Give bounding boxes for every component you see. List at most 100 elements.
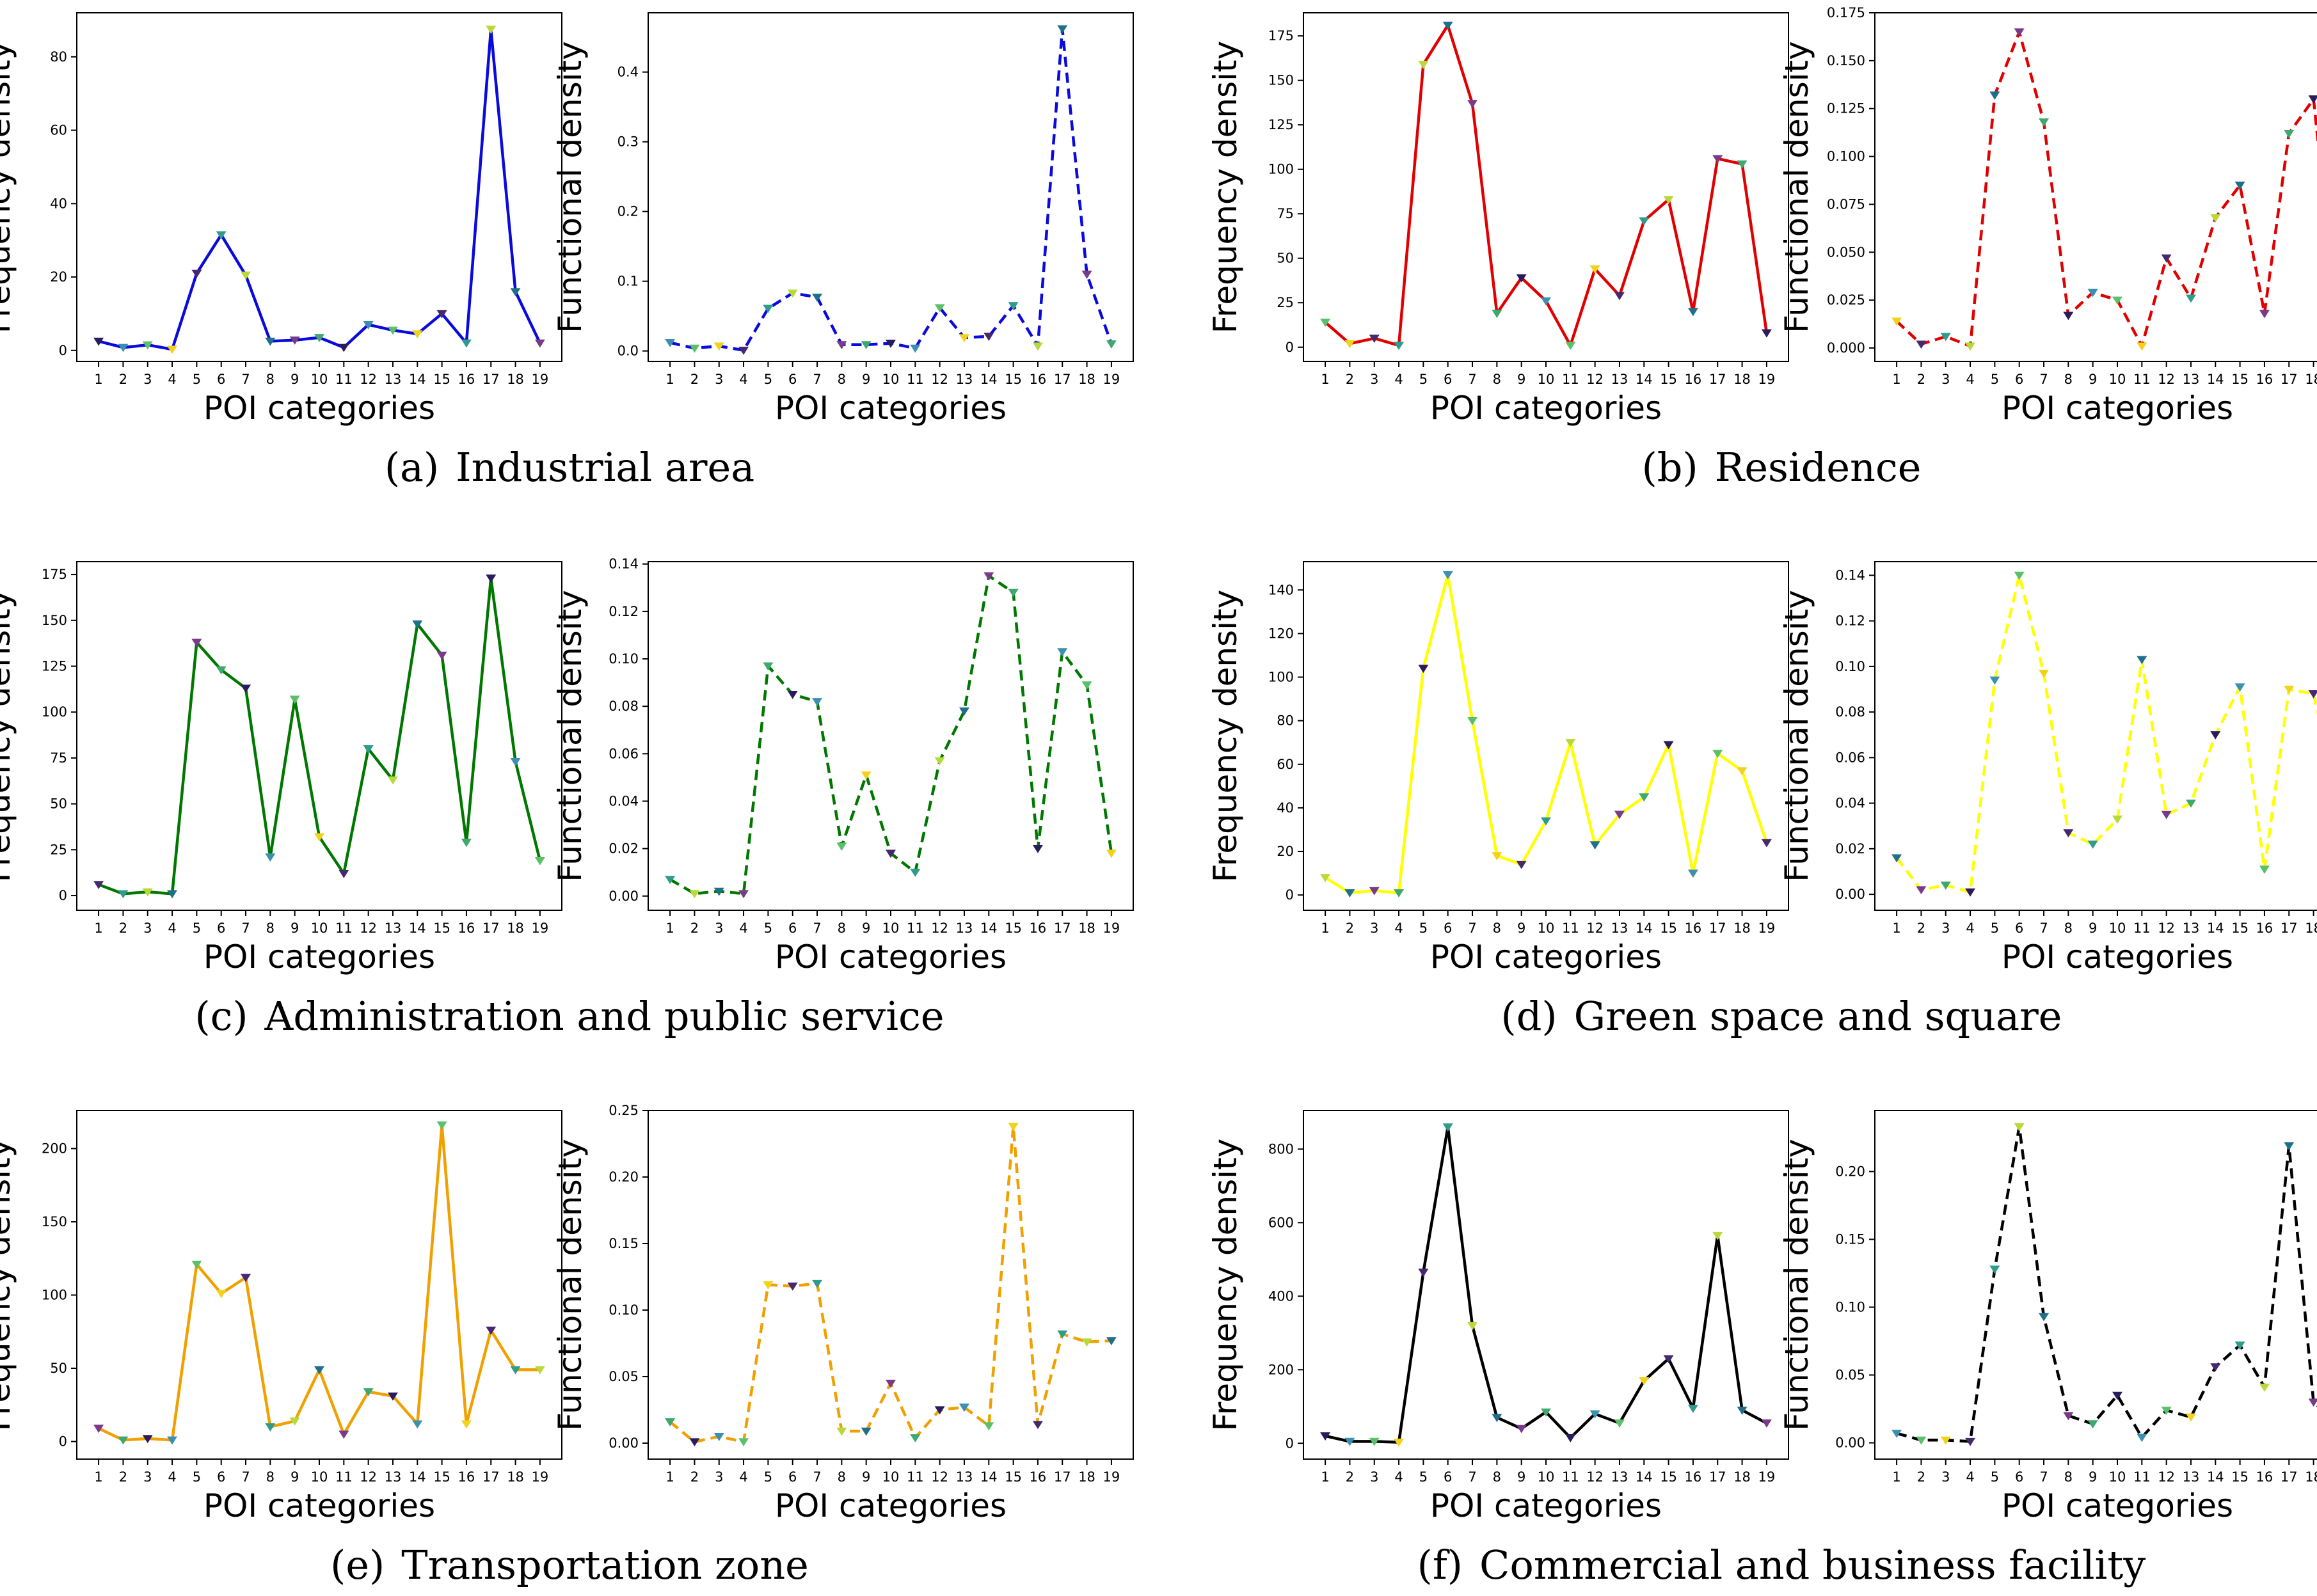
data-point-marker (934, 304, 945, 313)
x-tick-label: 16 (2256, 372, 2273, 387)
x-tick-label: 1 (1892, 1469, 1900, 1485)
data-point-marker (191, 638, 202, 647)
x-tick-label: 1 (665, 920, 674, 936)
x-tick-label: 17 (1709, 920, 1726, 936)
axes-frame (648, 12, 1134, 362)
x-tick-label: 15 (1660, 920, 1677, 936)
data-point-marker (363, 1388, 374, 1396)
data-point-marker (763, 1281, 774, 1290)
axes-frame (648, 1110, 1134, 1460)
x-axis-label: POI categories (2002, 390, 2233, 427)
y-tick-label: 0.025 (1827, 292, 1865, 308)
x-tick-label: 15 (2231, 372, 2249, 387)
y-axis-label: Frequency density (0, 590, 17, 883)
x-tick-label: 12 (2158, 920, 2175, 936)
data-point-marker (812, 1279, 823, 1288)
x-tick-label: 3 (1941, 920, 1950, 936)
y-axis-label: Functional density (552, 590, 589, 881)
x-tick-label: 15 (433, 1469, 450, 1485)
x-tick-label: 13 (385, 1469, 402, 1485)
y-tick-label: 50 (50, 796, 67, 812)
data-point-marker (1418, 1268, 1429, 1277)
y-tick-label: 0 (1286, 340, 1294, 355)
x-tick-label: 17 (1054, 920, 1071, 936)
series-line (98, 1123, 540, 1442)
x-tick-label: 16 (2256, 920, 2273, 936)
data-point-marker (1394, 342, 1405, 351)
data-point-marker (2039, 118, 2050, 127)
data-point-marker (1639, 217, 1650, 226)
axes-frame (76, 561, 562, 911)
x-tick-label: 15 (1660, 372, 1677, 387)
data-point-marker (387, 776, 398, 785)
x-tick-label: 4 (1966, 372, 1974, 387)
data-point-marker (1761, 329, 1772, 338)
data-point-marker (1344, 889, 1355, 897)
y-tick-label: 80 (50, 49, 67, 65)
data-point-marker (665, 1418, 676, 1426)
y-tick-label: 0.1 (617, 274, 639, 289)
data-point-marker (1589, 841, 1600, 850)
x-tick-label: 10 (311, 372, 328, 387)
x-tick-label: 1 (665, 372, 674, 387)
x-tick-label: 6 (217, 920, 225, 936)
y-tick-label: 0.10 (609, 651, 639, 667)
x-tick-label: 2 (1917, 1469, 1925, 1485)
x-tick-label: 14 (409, 1469, 426, 1485)
y-tick-label: 0.2 (617, 204, 639, 219)
data-point-marker (1344, 1437, 1355, 1446)
y-tick-label: 200 (42, 1141, 67, 1157)
data-point-marker (1663, 1355, 1674, 1364)
x-tick-label: 2 (1917, 372, 1925, 387)
x-tick-label: 4 (739, 372, 747, 387)
data-point-marker (959, 707, 969, 716)
x-tick-label: 8 (2064, 1469, 2073, 1485)
x-tick-label: 16 (1030, 1469, 1047, 1485)
x-tick-label: 9 (2089, 1469, 2097, 1485)
x-tick-label: 15 (1005, 372, 1022, 387)
data-point-marker (713, 342, 724, 351)
y-tick-label: 0.050 (1827, 244, 1865, 260)
y-tick-label: 0.06 (1835, 750, 1865, 765)
y-tick-label: 0.150 (1827, 53, 1865, 68)
x-tick-label: 1 (94, 920, 102, 936)
data-point-marker (787, 691, 798, 699)
data-point-marker (412, 620, 423, 629)
x-tick-label: 17 (1054, 1469, 1071, 1485)
x-tick-label: 18 (507, 920, 524, 936)
data-point-marker (763, 662, 774, 671)
x-tick-label: 17 (1709, 1469, 1726, 1485)
x-tick-label: 10 (1538, 920, 1555, 936)
y-tick-label: 100 (42, 1288, 67, 1303)
data-point-marker (1737, 1406, 1748, 1415)
data-point-marker (2087, 841, 2098, 849)
data-point-marker (983, 333, 994, 341)
data-point-marker (2087, 288, 2098, 297)
x-tick-label: 5 (193, 372, 201, 387)
y-tick-label: 20 (1277, 844, 1294, 859)
data-point-marker (93, 881, 104, 890)
x-tick-label: 7 (2039, 920, 2048, 936)
y-axis-label: Functional density (552, 41, 589, 333)
data-point-marker (2210, 214, 2221, 223)
x-tick-label: 17 (1054, 372, 1071, 387)
x-tick-label: 15 (433, 372, 450, 387)
x-tick-label: 16 (458, 920, 475, 936)
data-point-marker (338, 344, 349, 352)
x-axis-label: POI categories (203, 1487, 435, 1524)
x-tick-label: 7 (1468, 1469, 1476, 1485)
data-point-marker (861, 1427, 872, 1436)
x-tick-label: 11 (1562, 1469, 1579, 1485)
x-tick-label: 15 (2231, 920, 2249, 936)
x-tick-label: 13 (385, 372, 402, 387)
series-line (1324, 573, 1769, 895)
data-point-marker (2308, 690, 2317, 699)
x-tick-label: 8 (1493, 372, 1501, 387)
x-tick-label: 1 (1321, 920, 1329, 936)
x-tick-label: 7 (813, 920, 821, 936)
x-tick-label: 18 (1733, 1469, 1751, 1485)
x-tick-label: 14 (980, 920, 998, 936)
data-point-marker (1589, 1410, 1600, 1419)
y-tick-label: 0.100 (1827, 149, 1865, 164)
y-axis-label: Frequency density (1207, 590, 1244, 883)
